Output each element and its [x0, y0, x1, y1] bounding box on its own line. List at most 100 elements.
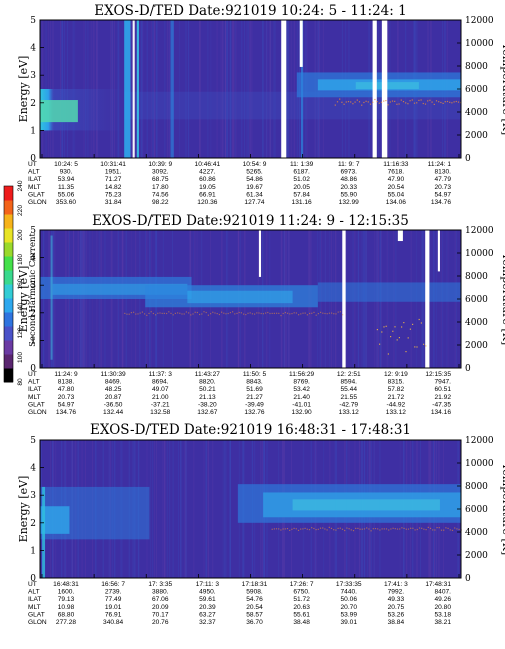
- ephemeris-value: 20.73: [434, 184, 451, 191]
- ephemeris-table: UT 11:24: 9 11:30:39 11:37: 3 11:43:27 11:50:…: [28, 371, 451, 416]
- colorbar-swatch: [4, 326, 13, 341]
- ephemeris-value: 4227.: [199, 169, 216, 176]
- ephemeris-row-label: ILAT: [28, 176, 41, 183]
- burst-streak: [301, 20, 304, 158]
- ephemeris-table: UT 16:48:31 16:56: 7 17: 3:35 17:11: 3 17:18:…: [28, 581, 451, 626]
- data-gap: [342, 230, 346, 368]
- energy-band: [292, 499, 440, 511]
- spectrogram-panel-1: EXOS-D/TED Date:921019 10:24: 5 - 11:24:…: [17, 3, 505, 206]
- y-tick-label: 5: [30, 16, 36, 26]
- ephemeris-value: 17:18:31: [242, 581, 268, 588]
- ephemeris-value: 98.22: [152, 199, 169, 206]
- y2-axis-label: Temperature [K]: [500, 463, 505, 555]
- ephemeris-value: 930.: [60, 169, 73, 176]
- ephemeris-value: 51.02: [293, 176, 310, 183]
- y-tick-label: 2: [30, 309, 36, 319]
- ephemeris-value: 51.72: [293, 596, 310, 603]
- ephemeris-value: 79.13: [58, 596, 75, 603]
- ephemeris-value: 7440.: [340, 589, 357, 596]
- ephemeris-value: -47.35: [432, 401, 451, 408]
- data-gap: [372, 20, 377, 158]
- ephemeris-value: 61.34: [246, 191, 263, 198]
- ephemeris-row-label: MLT: [28, 184, 41, 191]
- ephemeris-value: 20.75: [388, 604, 405, 611]
- colorbar-tick-label: 100: [17, 352, 24, 363]
- ephemeris-value: 20.80: [434, 604, 451, 611]
- ephemeris-value: 8843.: [246, 379, 263, 386]
- colorbar-swatch: [4, 228, 13, 243]
- colorbar-tick-label: 180: [17, 254, 24, 265]
- ephemeris-value: 38.84: [388, 619, 405, 626]
- ephemeris-value: 20.76: [152, 619, 169, 626]
- ephemeris-value: 53.99: [340, 611, 357, 618]
- ephemeris-value: 47.79: [434, 176, 451, 183]
- y2-tick-label: 8000: [465, 62, 488, 72]
- ephemeris-value: 11:56:29: [289, 371, 315, 378]
- data-gap: [397, 230, 403, 242]
- ephemeris-value: 20.63: [293, 604, 310, 611]
- colorbar-swatch: [4, 298, 13, 313]
- ephemeris-value: 12: 9:19: [384, 371, 408, 378]
- ephemeris-value: 57.84: [293, 191, 310, 198]
- ephemeris-value: 21.27: [246, 394, 263, 401]
- ephemeris-value: 50.06: [340, 596, 357, 603]
- ephemeris-value: 17.80: [152, 184, 169, 191]
- ephemeris-row-label: ILAT: [28, 596, 41, 603]
- ephemeris-row-label: GLAT: [28, 191, 45, 198]
- burst-streak: [124, 20, 131, 158]
- ephemeris-row-label: MLT: [28, 394, 41, 401]
- data-gap: [281, 20, 287, 158]
- y-axis-label: Energy [eV]: [17, 56, 30, 123]
- colorbar-tick-label: 160: [17, 278, 24, 289]
- ephemeris-row-label: ALT: [28, 379, 40, 386]
- ephemeris-value: 133.12: [339, 409, 360, 416]
- ephemeris-value: -44.92: [387, 401, 406, 408]
- ephemeris-value: -38.20: [198, 401, 217, 408]
- ephemeris-value: 11:30:39: [101, 371, 127, 378]
- y2-axis-label: Temperature [K]: [500, 43, 505, 135]
- y2-tick-label: 12000: [465, 226, 494, 236]
- colorbar-swatch: [4, 186, 13, 201]
- ephemeris-value: 48.25: [105, 386, 122, 393]
- ephemeris-value: 134.16: [431, 409, 452, 416]
- ephemeris-value: 8820.: [199, 379, 216, 386]
- ephemeris-value: 21.55: [340, 394, 357, 401]
- colorbar-swatch: [4, 354, 13, 369]
- ephemeris-row-label: GLON: [28, 409, 47, 416]
- y2-tick-label: 12000: [465, 436, 494, 446]
- ephemeris-row-label: UT: [28, 161, 37, 168]
- ephemeris-value: 6187.: [293, 169, 310, 176]
- ephemeris-value: 132.58: [150, 409, 171, 416]
- y-tick-label: 0: [30, 574, 36, 584]
- ephemeris-value: 134.76: [431, 199, 452, 206]
- ephemeris-value: 14.82: [105, 184, 122, 191]
- ephemeris-value: 132.99: [339, 199, 360, 206]
- ephemeris-value: 8315.: [388, 379, 405, 386]
- ephemeris-value: 74.56: [152, 191, 169, 198]
- ephemeris-value: 3092.: [152, 169, 169, 176]
- ephemeris-table: UT 10:24: 5 10:31:41 10:39: 9 10:46:41 10:54:…: [28, 161, 451, 206]
- energy-band: [52, 283, 188, 295]
- y-axis-left: 0 1 2 3 4 5 Energy [eV]: [17, 226, 44, 374]
- x-axis: [41, 364, 460, 368]
- energy-band: [40, 100, 78, 123]
- ephemeris-value: 10:31:41: [100, 161, 126, 168]
- ephemeris-value: 10:46:41: [195, 161, 221, 168]
- ephemeris-value: 5908.: [246, 589, 263, 596]
- colorbar-swatch: [4, 340, 13, 355]
- ephemeris-value: 75.23: [105, 191, 122, 198]
- energy-band: [317, 282, 461, 302]
- ephemeris-value: 20.09: [152, 604, 169, 611]
- ephemeris-row-label: GLON: [28, 199, 47, 206]
- colorbar-tick-label: 80: [17, 378, 24, 386]
- ephemeris-value: 120.36: [197, 199, 218, 206]
- colorbar-swatch: [4, 270, 13, 285]
- spectrogram-features: [40, 230, 461, 368]
- colorbar-swatch: [4, 200, 13, 215]
- ephemeris-value: 60.86: [199, 176, 216, 183]
- ephemeris-value: 17:26: 7: [290, 581, 314, 588]
- data-gap: [299, 20, 303, 67]
- colorbar-tick-label: 120: [17, 327, 24, 338]
- ephemeris-value: 132.90: [292, 409, 313, 416]
- y2-tick-label: 10000: [465, 249, 494, 259]
